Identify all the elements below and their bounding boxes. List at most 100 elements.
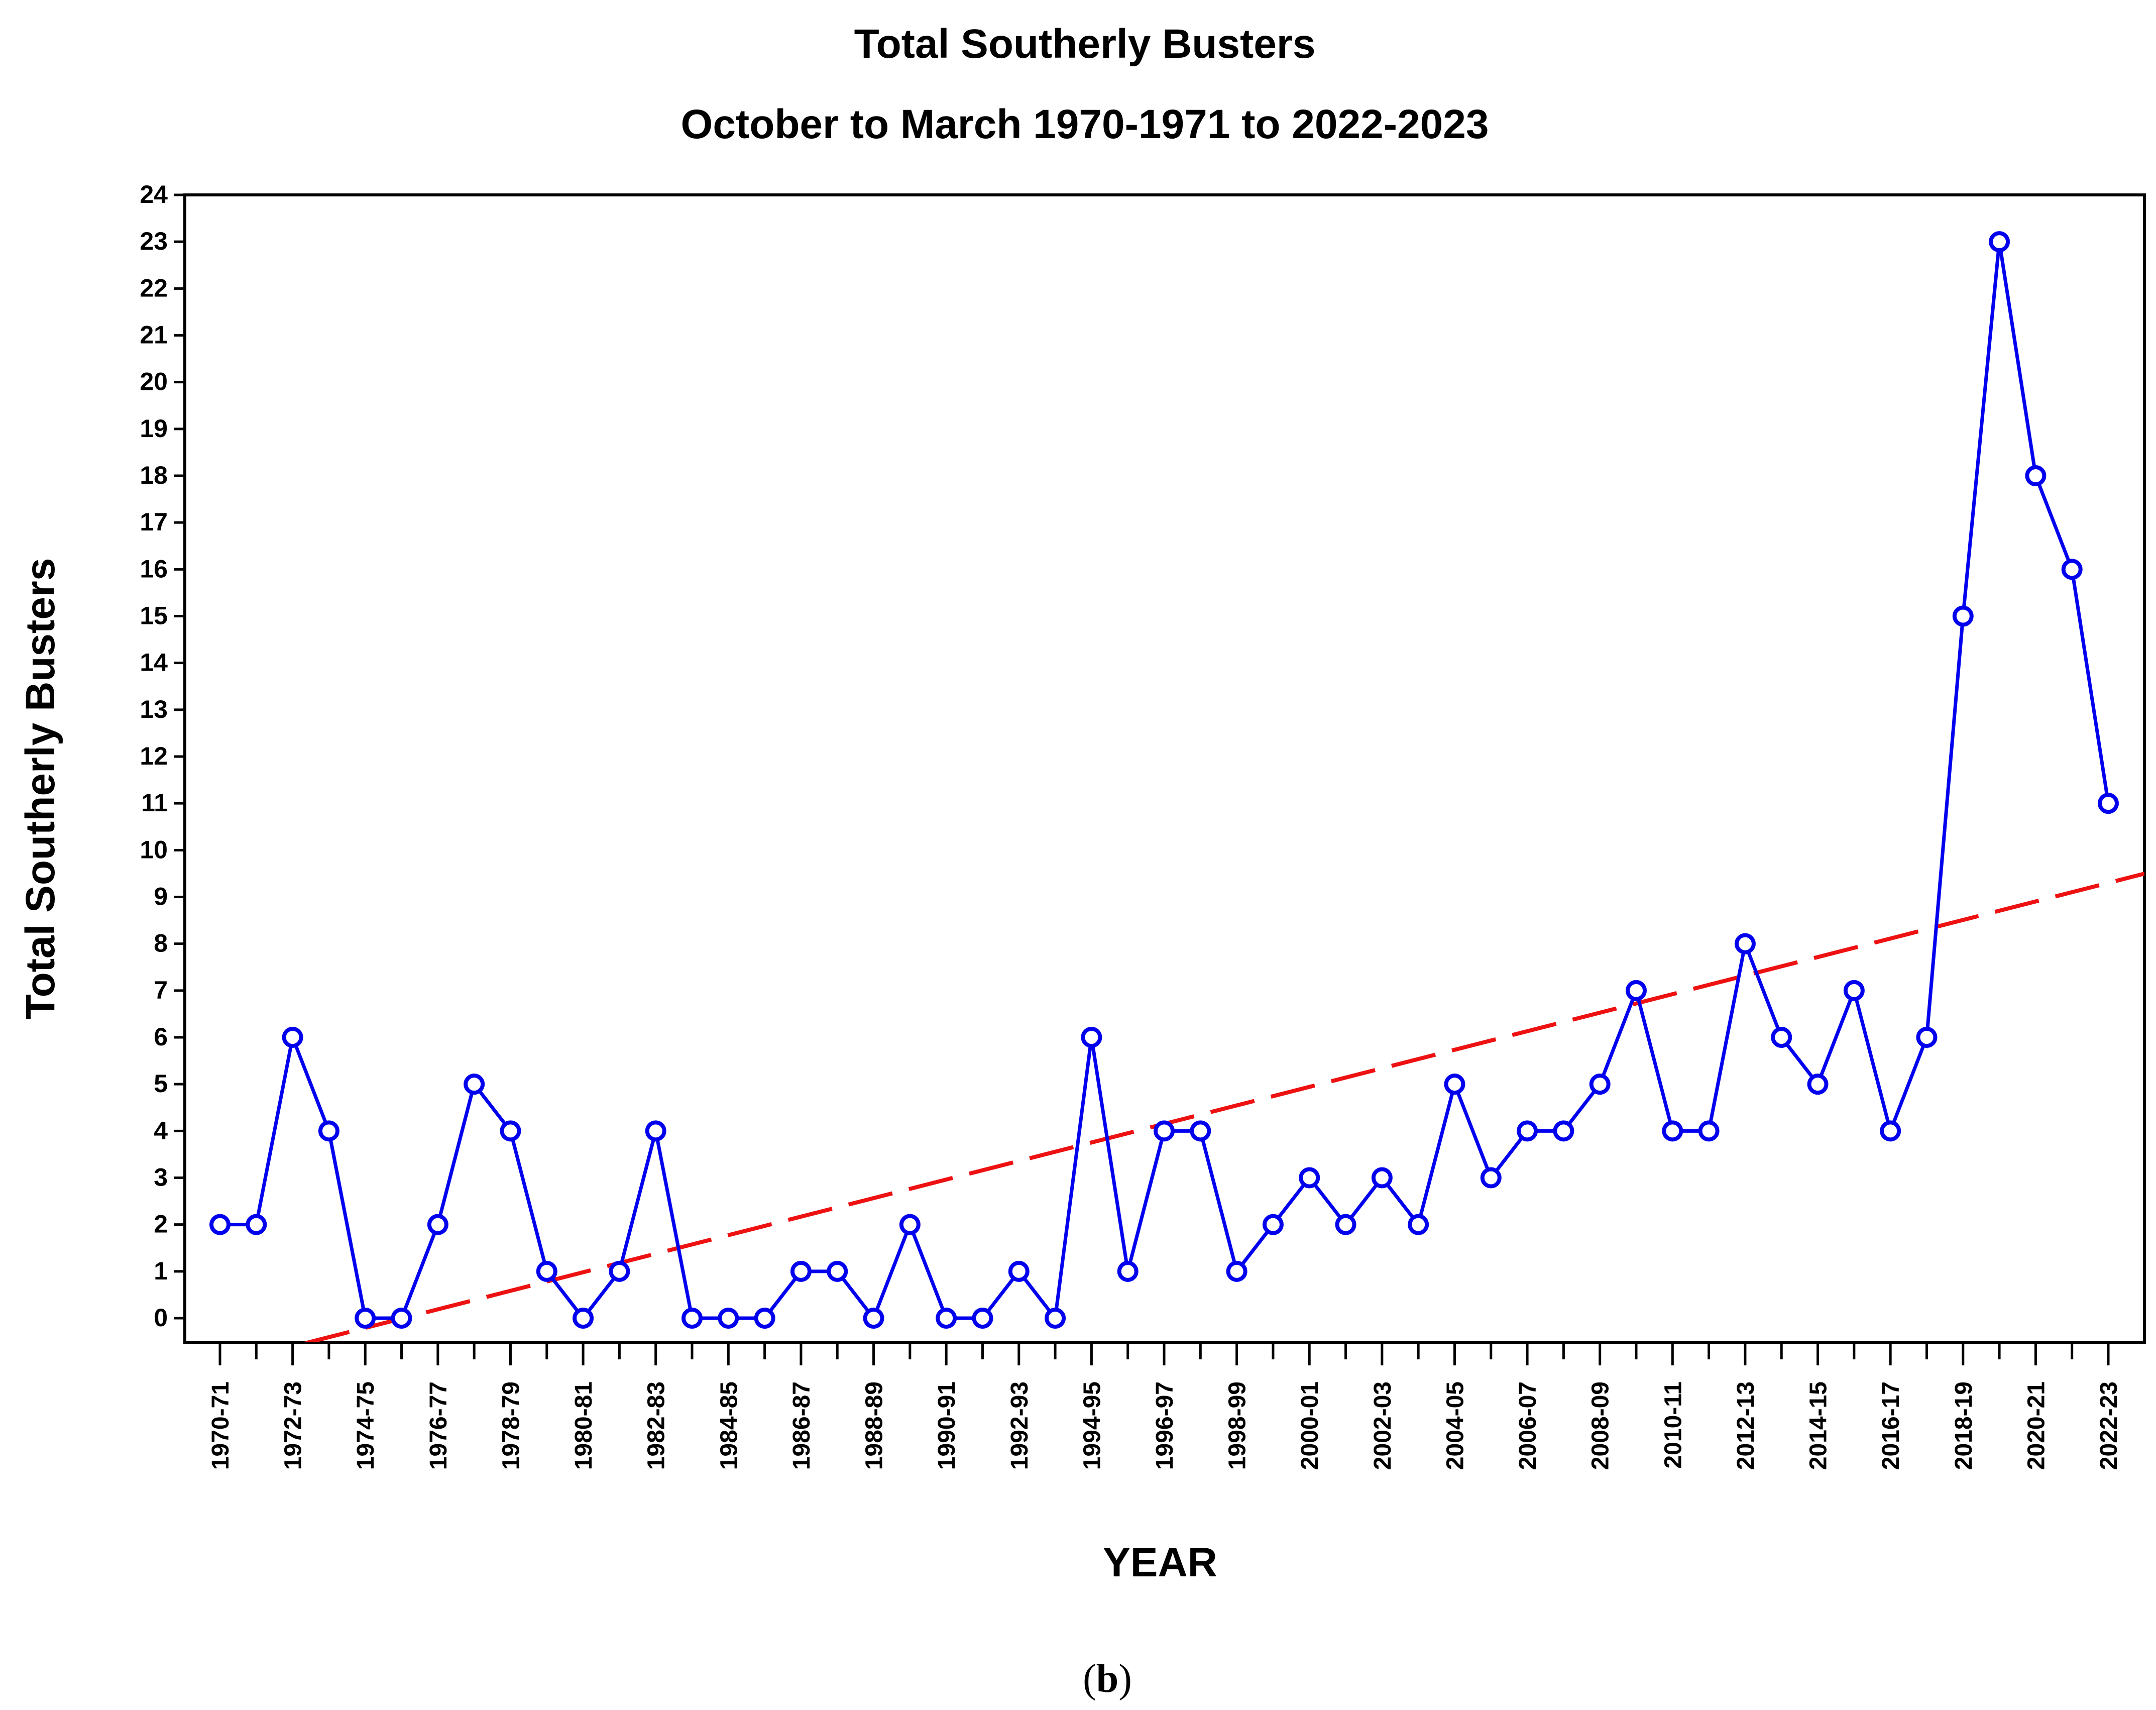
data-point [863,1308,884,1329]
data-point [1008,1260,1030,1282]
data-point [355,1308,376,1329]
panel-label: (b) [1083,1657,1132,1701]
y-tick-label: 11 [141,789,168,817]
data-point [500,1120,521,1142]
data-point [1989,231,2010,253]
data-point [682,1308,703,1329]
y-tick-label: 20 [140,368,168,396]
x-tick-label: 1978-79 [498,1381,524,1470]
panel-label-open: ( [1083,1657,1096,1701]
x-tick-label: 2006-07 [1515,1381,1541,1470]
y-tick-label: 9 [154,883,168,911]
data-point [1589,1074,1611,1095]
data-point [391,1308,412,1329]
y-tick-label: 18 [140,461,168,489]
data-point [1408,1214,1429,1235]
data-point [1952,605,1974,627]
data-point [282,1027,303,1048]
x-tick-label: 2008-09 [1587,1381,1614,1470]
data-point [1299,1167,1320,1189]
data-point [899,1214,921,1235]
x-tick-label: 1970-71 [207,1381,234,1470]
data-point [1916,1027,1938,1048]
data-point [1734,933,1756,954]
plot-area: 0123456789101112131415161718192021222324… [140,180,2146,1470]
y-tick-label: 2 [154,1210,168,1238]
x-tick-label: 1994-95 [1079,1381,1105,1470]
panel-label-close: ) [1118,1657,1132,1701]
data-point [1335,1214,1356,1235]
data-point [754,1308,775,1329]
y-tick-label: 14 [140,649,168,677]
x-tick-label: 1980-81 [571,1381,597,1470]
data-point [645,1120,666,1142]
data-point [1771,1027,1792,1048]
x-tick-label: 2004-05 [1442,1381,1468,1470]
chart-title: Total Southerly Busters [854,21,1316,67]
data-point [1226,1260,1247,1282]
data-point [718,1308,739,1329]
x-tick-label: 1972-73 [280,1381,307,1470]
y-axis-label: Total Southerly Busters [18,558,63,1020]
y-tick-label: 5 [154,1070,168,1098]
data-point [790,1260,812,1282]
data-point [1190,1120,1211,1142]
x-tick-label: 1988-89 [861,1381,888,1470]
y-tick-label: 10 [140,835,168,864]
data-point [318,1120,339,1142]
data-point [2025,465,2047,486]
data-point [536,1260,557,1282]
data-point [573,1308,594,1329]
data-point [1081,1027,1102,1048]
x-tick-label: 2020-21 [2023,1381,2050,1470]
plot-frame [183,193,2146,1344]
y-tick-label: 17 [140,508,168,536]
y-tick-label: 22 [140,274,168,302]
y-tick-label: 6 [154,1023,168,1051]
y-tick-label: 16 [140,555,168,583]
x-tick-label: 2012-13 [1733,1381,1759,1470]
x-tick-label: 1998-99 [1224,1381,1251,1470]
data-point [246,1214,267,1235]
data-point [609,1260,630,1282]
x-tick-label: 1984-85 [716,1381,742,1470]
x-tick-label: 1974-75 [353,1381,379,1470]
x-tick-label: 1996-97 [1152,1381,1178,1470]
data-point [1371,1167,1393,1189]
data-point [1262,1214,1284,1235]
data-point [1480,1167,1502,1189]
x-tick-label: 1990-91 [934,1381,960,1470]
chart-subtitle: October to March 1970-1971 to 2022-2023 [681,101,1489,147]
data-point [1553,1120,1574,1142]
data-point [1807,1074,1829,1095]
data-point [1117,1260,1139,1282]
data-point [1154,1120,1175,1142]
data-point [1517,1120,1538,1142]
data-point [1626,980,1647,1001]
y-tick-label: 19 [140,414,168,443]
x-tick-label: 1976-77 [425,1381,452,1470]
y-tick-label: 4 [154,1116,168,1144]
y-tick-label: 21 [140,321,168,349]
x-tick-label: 2002-03 [1370,1381,1396,1470]
data-point [427,1214,448,1235]
data-point [972,1308,993,1329]
x-axis-label: YEAR [1103,1540,1217,1585]
data-point [1662,1120,1683,1142]
y-tick-label: 7 [154,976,168,1004]
y-tick-label: 12 [140,742,168,770]
x-tick-label: 2010-11 [1660,1381,1686,1469]
series-line [220,240,2110,1320]
data-point [2061,559,2083,580]
panel-label-letter: b [1096,1657,1119,1701]
x-tick-label: 1992-93 [1006,1381,1033,1470]
y-tick-label: 3 [154,1163,168,1192]
y-tick-label: 24 [140,180,168,208]
y-tick-label: 0 [154,1304,168,1332]
data-point [464,1074,485,1095]
data-point [1045,1308,1066,1329]
x-tick-label: 2014-15 [1805,1381,1832,1470]
x-tick-label: 2018-19 [1951,1381,1977,1470]
